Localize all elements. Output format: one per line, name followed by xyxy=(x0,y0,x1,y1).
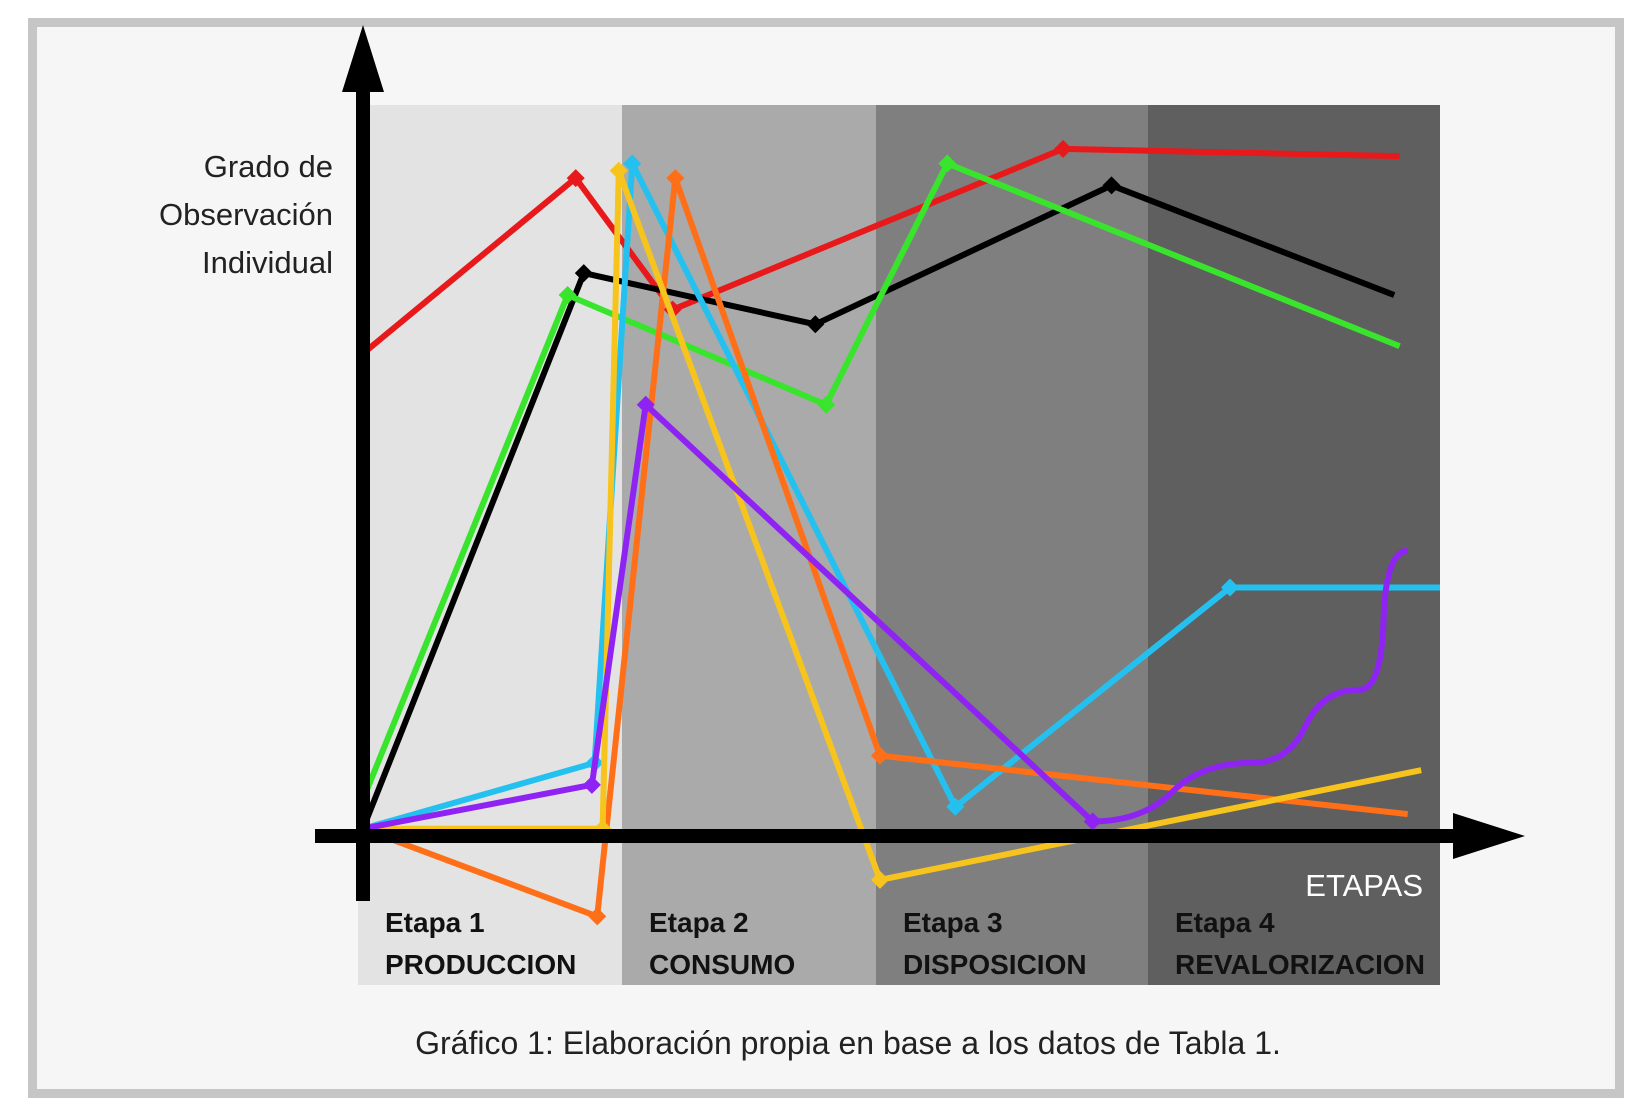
series-6-point-3 xyxy=(609,161,628,180)
series-1-point-2 xyxy=(566,169,585,188)
series-3-point-4 xyxy=(938,154,957,173)
stage-band-4 xyxy=(1148,105,1440,985)
series-5-point-3 xyxy=(666,169,685,188)
series-2-point-4 xyxy=(1102,176,1121,195)
x-axis-arrow-icon xyxy=(1453,813,1525,859)
y-axis-arrow-icon xyxy=(342,25,384,92)
series-lines xyxy=(360,139,1440,926)
stage-bands xyxy=(358,105,1440,985)
series-3-point-2 xyxy=(558,286,577,305)
series-7-point-2 xyxy=(582,775,601,794)
series-4-point-3 xyxy=(623,154,642,173)
series-line-7 xyxy=(362,401,1409,832)
y-axis-label-line-3: Individual xyxy=(202,245,333,280)
series-line-4 xyxy=(362,160,1440,832)
series-5-point-4 xyxy=(870,746,889,765)
series-7-point-4 xyxy=(1083,812,1102,831)
y-axis-label-line-2: Observación xyxy=(159,197,333,232)
x-axis-line xyxy=(315,829,1455,843)
series-6-point-4 xyxy=(870,870,889,889)
stage-band-2 xyxy=(622,105,876,985)
series-1-point-4 xyxy=(1054,139,1073,158)
stage-4-number: Etapa 4 xyxy=(1175,907,1275,938)
stage-1-name: PRODUCCION xyxy=(385,949,576,980)
stage-4-name: REVALORIZACION xyxy=(1175,949,1425,980)
figure-caption: Gráfico 1: Elaboración propia en base a … xyxy=(415,1025,1281,1061)
series-7-point-3 xyxy=(636,395,655,414)
chart: Etapa 1 PRODUCCION Etapa 2 CONSUMO Etapa 3 DI… xyxy=(159,25,1525,1061)
series-4-point-4 xyxy=(946,797,965,816)
y-axis-label: Grado de Observación Individual xyxy=(159,149,333,280)
series-2-point-3 xyxy=(806,315,825,334)
stage-1-number: Etapa 1 xyxy=(385,907,485,938)
stage-3-number: Etapa 3 xyxy=(903,907,1003,938)
y-axis-line xyxy=(356,70,370,901)
stage-labels: Etapa 1 PRODUCCION Etapa 2 CONSUMO Etapa 3 DI… xyxy=(385,907,1425,980)
axes xyxy=(315,25,1525,901)
x-axis-label: ETAPAS xyxy=(1305,868,1423,903)
stage-band-1 xyxy=(358,105,622,985)
stage-2-number: Etapa 2 xyxy=(649,907,749,938)
y-axis-label-line-1: Grado de xyxy=(204,149,333,184)
series-3-point-3 xyxy=(817,395,836,414)
series-2-point-2 xyxy=(574,264,593,283)
stage-3-name: DISPOSICION xyxy=(903,949,1087,980)
stage-2-name: CONSUMO xyxy=(649,949,795,980)
series-5-point-2 xyxy=(588,907,607,926)
series-4-point-5 xyxy=(1220,578,1239,597)
